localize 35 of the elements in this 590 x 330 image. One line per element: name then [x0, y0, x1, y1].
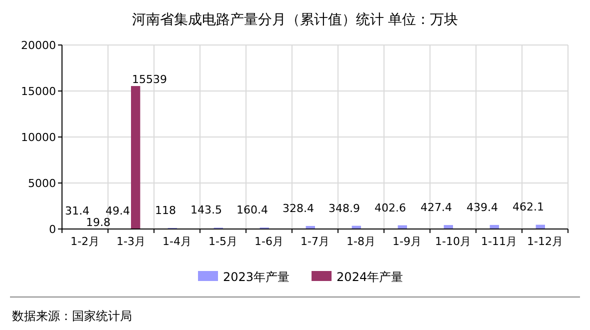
bar: [131, 86, 140, 229]
legend-label: 2023年产量: [223, 270, 290, 284]
data-label: 31.4: [65, 204, 90, 218]
legend-label: 2024年产量: [336, 270, 404, 284]
x-tick-label: 1-8月: [346, 235, 376, 248]
x-tick-label: 1-4月: [162, 235, 192, 248]
y-tick-label: 5000: [28, 177, 56, 190]
y-tick-label: 20000: [21, 39, 56, 52]
x-tick-label: 1-7月: [300, 235, 330, 248]
data-label: 439.4: [466, 200, 498, 214]
x-tick-label: 1-10月: [435, 235, 471, 248]
data-label: 118: [155, 204, 176, 217]
x-tick-label: 1-12月: [527, 235, 563, 248]
data-label: 328.4: [282, 202, 314, 215]
data-label: 402.6: [374, 201, 406, 214]
x-tick-label: 1-3月: [116, 235, 146, 248]
bar: [536, 224, 545, 229]
data-label: 348.9: [328, 202, 360, 215]
y-tick-label: 15000: [21, 85, 56, 98]
y-tick-label: 10000: [21, 131, 56, 144]
x-tick-label: 1-11月: [481, 235, 517, 248]
x-tick-label: 1-2月: [70, 235, 100, 248]
y-tick-label: 0: [49, 223, 56, 236]
data-label: 15539: [132, 73, 167, 86]
data-label: 462.1: [512, 200, 544, 214]
source-note: 数据来源：国家统计局: [12, 309, 132, 323]
x-tick-label: 1-6月: [254, 235, 284, 248]
data-label: 427.4: [420, 201, 452, 214]
data-label: 19.8: [86, 216, 110, 229]
data-label: 160.4: [236, 204, 268, 217]
chart-title: 河南省集成电路产量分月（累计值）统计 单位：万块: [132, 12, 458, 28]
data-label: 49.4: [106, 204, 130, 218]
x-tick-label: 1-5月: [208, 235, 238, 248]
data-label: 143.5: [190, 204, 222, 217]
x-tick-label: 1-9月: [392, 235, 422, 248]
